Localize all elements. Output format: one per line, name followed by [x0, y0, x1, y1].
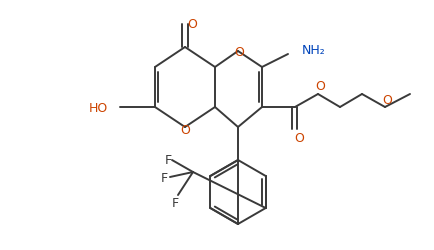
Text: F: F [171, 197, 178, 210]
Text: O: O [180, 123, 190, 136]
Text: HO: HO [89, 102, 108, 115]
Text: O: O [293, 132, 303, 145]
Text: O: O [233, 46, 243, 59]
Text: F: F [160, 172, 167, 185]
Text: O: O [314, 80, 324, 93]
Text: O: O [187, 18, 197, 30]
Text: F: F [164, 153, 171, 166]
Text: NH₂: NH₂ [301, 44, 325, 57]
Text: O: O [381, 93, 391, 106]
